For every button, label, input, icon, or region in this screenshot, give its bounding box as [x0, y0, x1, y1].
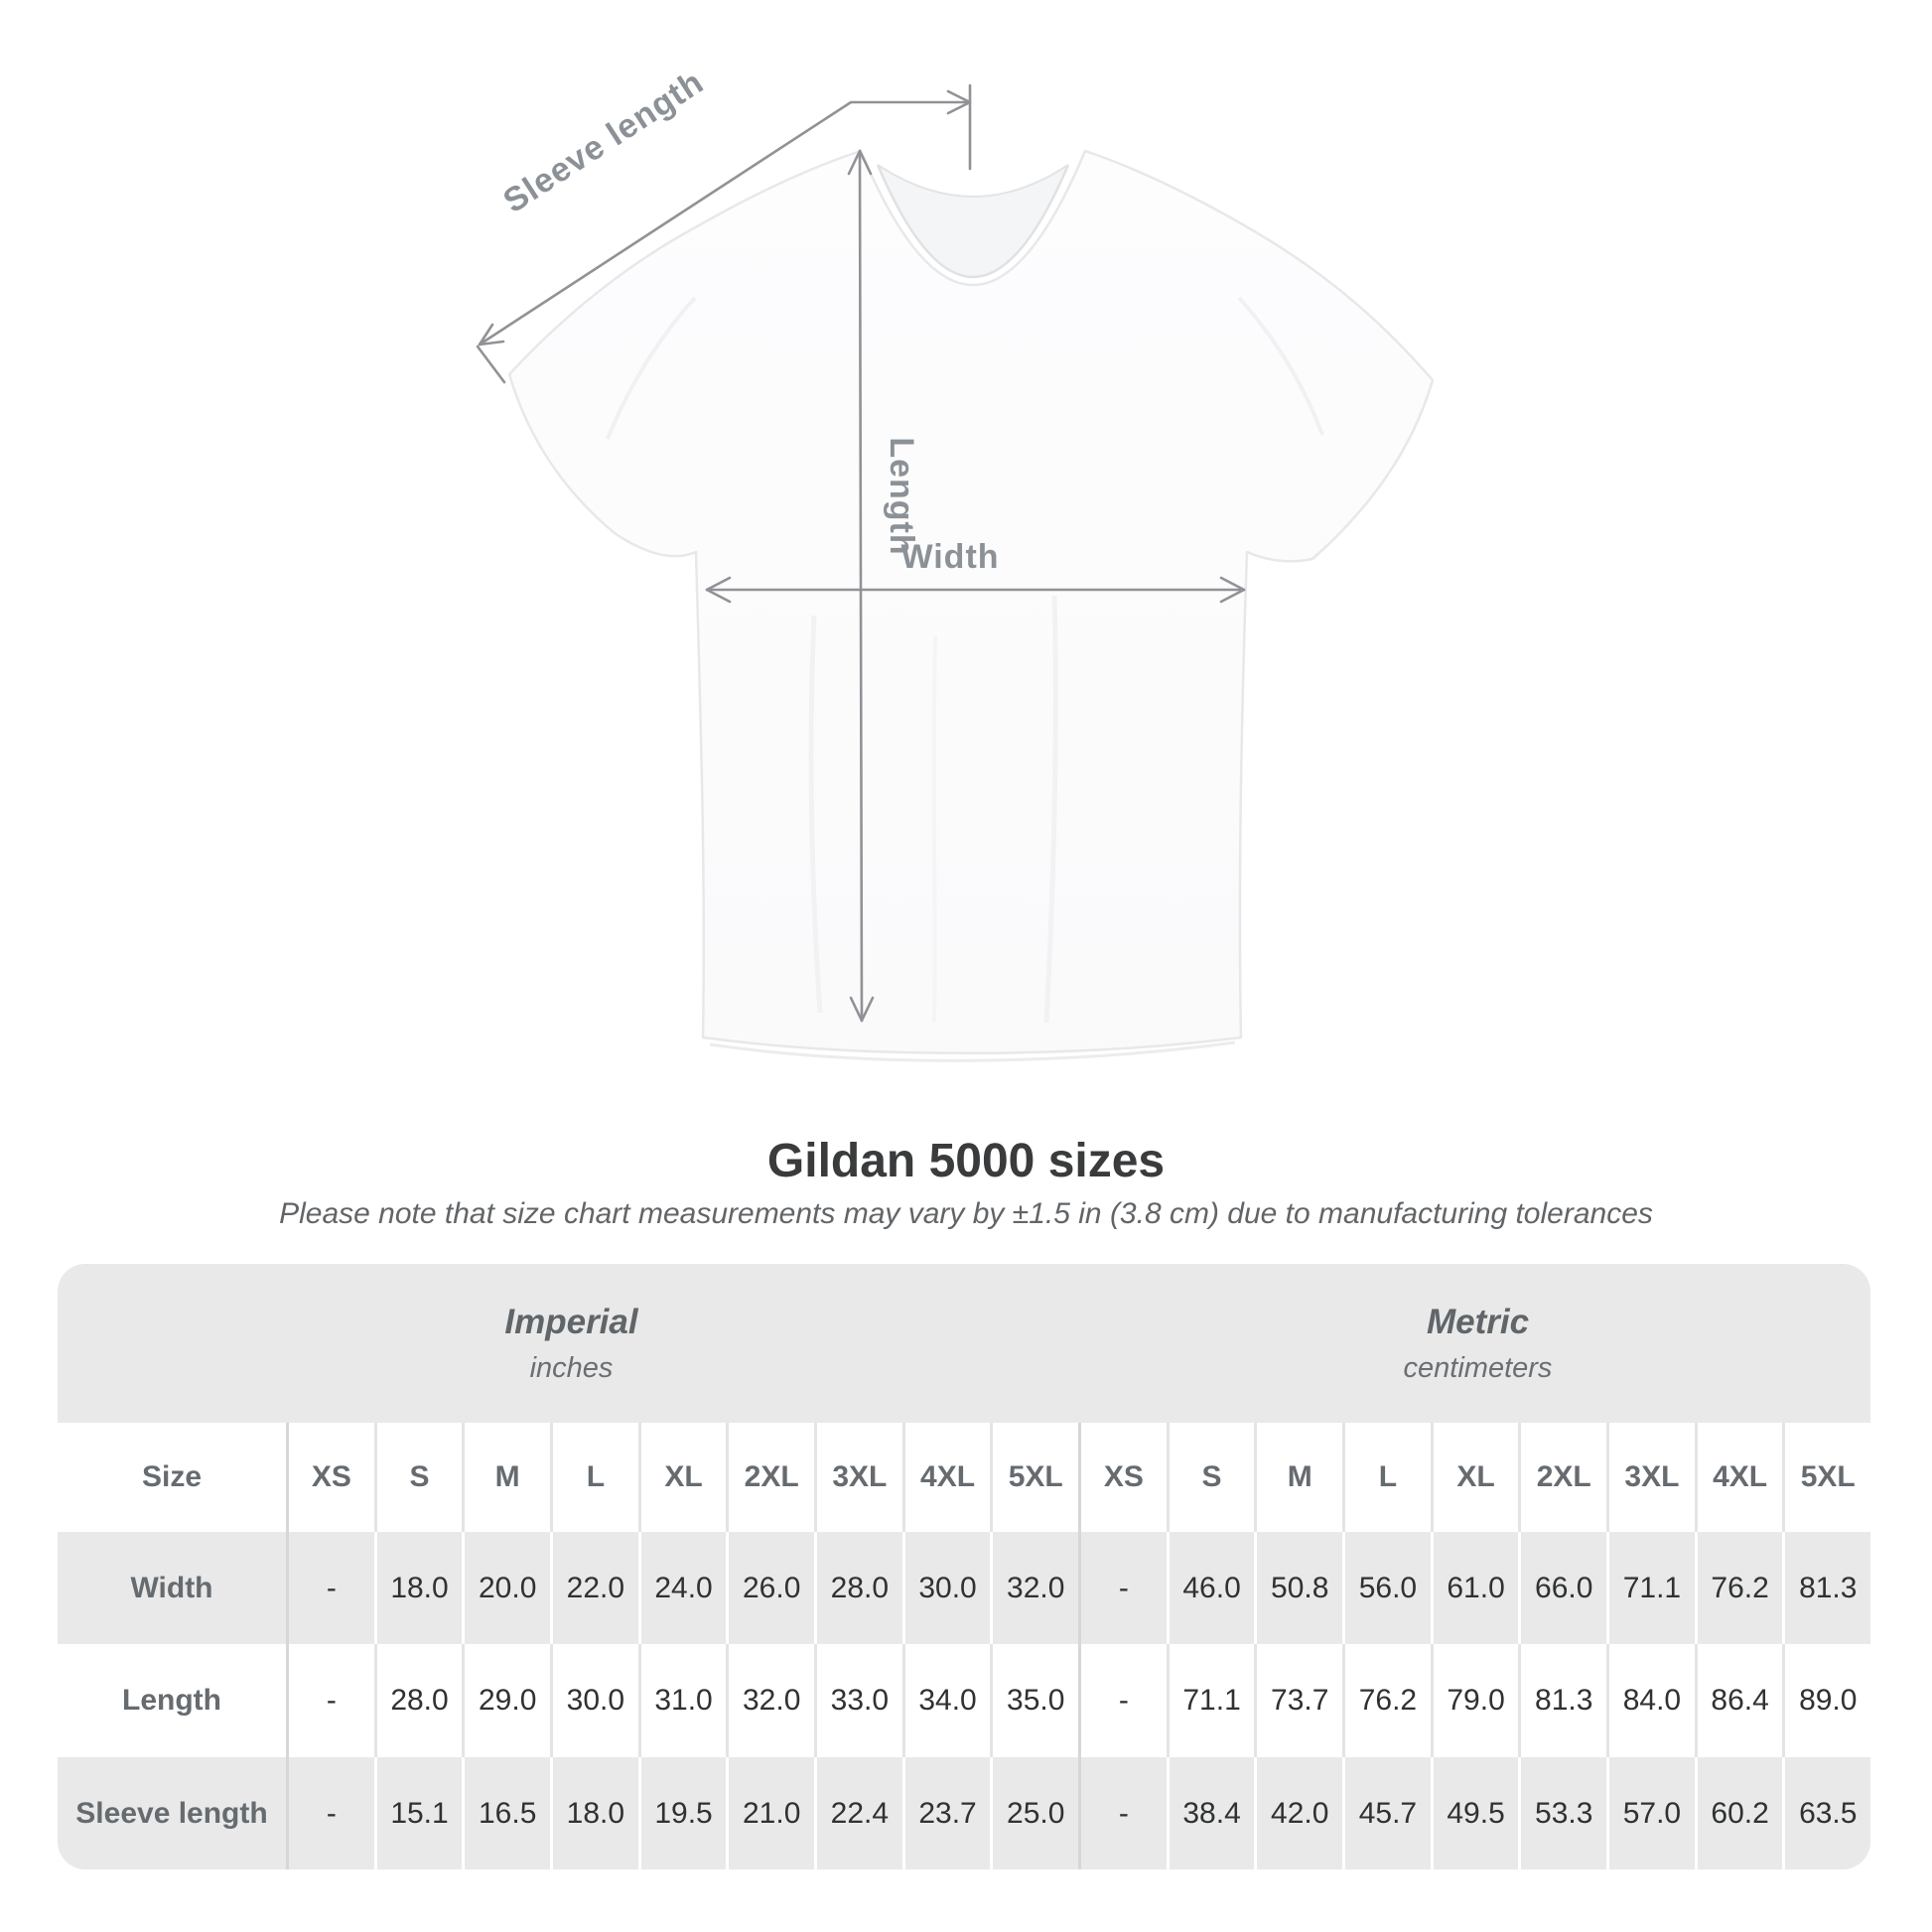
size-header-metric-xs: XS	[1078, 1423, 1167, 1532]
table-cell: 79.0	[1430, 1644, 1519, 1757]
imperial-title: Imperial	[504, 1302, 638, 1341]
width-measure: Width	[705, 538, 1246, 604]
table-cell: 86.4	[1694, 1644, 1783, 1757]
size-header-metric-5xl: 5XL	[1782, 1423, 1870, 1532]
size-header-imperial-4xl: 4XL	[901, 1423, 991, 1532]
table-cell: -	[1078, 1644, 1167, 1757]
table-cell: 71.1	[1606, 1532, 1695, 1644]
metric-unit: centimeters	[1403, 1351, 1553, 1384]
table-cell: 45.7	[1342, 1757, 1431, 1869]
table-cell: 28.0	[814, 1532, 902, 1644]
size-header-metric-3xl: 3XL	[1606, 1423, 1695, 1532]
length-measure: Length	[847, 149, 920, 1023]
table-cell: -	[286, 1757, 374, 1869]
tshirt-measurement-diagram: Sleeve length Length Width	[476, 63, 1435, 1062]
table-cell: 71.1	[1166, 1644, 1255, 1757]
table-cell: 60.2	[1694, 1757, 1783, 1869]
size-header-imperial-l: L	[550, 1423, 638, 1532]
table-cell: 34.0	[901, 1644, 991, 1757]
table-cell: 89.0	[1782, 1644, 1870, 1757]
size-header-metric-xl: XL	[1430, 1423, 1519, 1532]
table-cell: 61.0	[1430, 1532, 1519, 1644]
table-cell: 30.0	[550, 1644, 638, 1757]
table-cell: 21.0	[726, 1757, 814, 1869]
table-cell: 66.0	[1518, 1532, 1606, 1644]
table-cell: -	[286, 1532, 374, 1644]
table-cell: 57.0	[1606, 1757, 1695, 1869]
table-cell: 28.0	[373, 1644, 463, 1757]
sleeve-end-tick	[476, 345, 506, 384]
table-cell: 32.0	[726, 1644, 814, 1757]
tshirt-image	[507, 149, 1435, 1062]
table-cell: 81.3	[1782, 1532, 1870, 1644]
size-header-imperial-2xl: 2XL	[726, 1423, 814, 1532]
table-cell: -	[1078, 1757, 1167, 1869]
table-cell: 31.0	[637, 1644, 727, 1757]
row-header: Length	[122, 1684, 221, 1717]
table-cell: 56.0	[1342, 1532, 1431, 1644]
imperial-group-header: Imperial inches	[58, 1264, 1085, 1423]
table-cell: 35.0	[990, 1644, 1078, 1757]
table-header-row: Size XS S M L XL 2XL 3XL 4XL 5XL XS S M L XL 2XL 3XL 4XL 5…	[58, 1423, 1870, 1532]
table-row-width: Width -18.0 20.0 22.0 24.0 26.0 28.0 30.0 32.0-4…	[58, 1532, 1870, 1644]
unit-band: Imperial inches Metric centimeters	[58, 1264, 1870, 1423]
size-header-metric-4xl: 4XL	[1694, 1423, 1783, 1532]
table-cell: 42.0	[1254, 1757, 1342, 1869]
table-cell: 23.7	[901, 1757, 991, 1869]
table-cell: 49.5	[1430, 1757, 1519, 1869]
table-cell: 63.5	[1782, 1757, 1870, 1869]
table-cell: 30.0	[901, 1532, 991, 1644]
table-cell: 19.5	[637, 1757, 727, 1869]
tolerance-note: Please note that size chart measurements…	[279, 1197, 1653, 1230]
row-header: Sleeve length	[75, 1796, 268, 1830]
size-header-imperial-3xl: 3XL	[814, 1423, 902, 1532]
page-title: Gildan 5000 sizes	[766, 1135, 1166, 1187]
table-cell: 38.4	[1166, 1757, 1255, 1869]
table-cell: 26.0	[726, 1532, 814, 1644]
size-header-imperial-m: M	[462, 1423, 550, 1532]
table-cell: 50.8	[1254, 1532, 1342, 1644]
table-cell: 81.3	[1518, 1644, 1606, 1757]
length-label: Length	[883, 437, 920, 555]
imperial-unit: inches	[529, 1351, 614, 1384]
size-header-imperial-xs: XS	[286, 1423, 374, 1532]
sleeve-length-label: Sleeve length	[496, 63, 710, 220]
metric-title: Metric	[1426, 1302, 1530, 1341]
size-header-imperial-s: S	[373, 1423, 463, 1532]
size-header-metric-l: L	[1342, 1423, 1431, 1532]
size-header-imperial-xl: XL	[637, 1423, 727, 1532]
size-header-metric-s: S	[1166, 1423, 1255, 1532]
table-cell: 76.2	[1694, 1532, 1783, 1644]
table-cell: 33.0	[814, 1644, 902, 1757]
width-label: Width	[900, 538, 999, 576]
table-cell: 46.0	[1166, 1532, 1255, 1644]
table-cell: 20.0	[462, 1532, 550, 1644]
table-row-length: Length -28.0 29.0 30.0 31.0 32.0 33.0 34.0 35.0-…	[58, 1644, 1870, 1757]
table-cell: 29.0	[462, 1644, 550, 1757]
table-cell: 22.0	[550, 1532, 638, 1644]
row-header: Width	[130, 1571, 213, 1604]
size-header-metric-2xl: 2XL	[1518, 1423, 1606, 1532]
table-cell: 18.0	[373, 1532, 463, 1644]
table-cell: 76.2	[1342, 1644, 1431, 1757]
table-cell: 84.0	[1606, 1644, 1695, 1757]
table-cell: 73.7	[1254, 1644, 1342, 1757]
size-header-metric-m: M	[1254, 1423, 1342, 1532]
table-cell: 53.3	[1518, 1757, 1606, 1869]
table-cell: 15.1	[373, 1757, 463, 1869]
table-cell: 25.0	[990, 1757, 1078, 1869]
metric-group-header: Metric centimeters	[1085, 1264, 1870, 1423]
table-row-sleeve-length: Sleeve length -15.1 16.5 18.0 19.5 21.0 22.4 23…	[58, 1757, 1870, 1869]
table-cell: -	[1078, 1532, 1167, 1644]
table-cell: -	[286, 1644, 374, 1757]
table-cell: 22.4	[814, 1757, 902, 1869]
size-column-header: Size	[141, 1460, 203, 1493]
table-cell: 32.0	[990, 1532, 1078, 1644]
size-table: Imperial inches Metric centimeters Size X…	[58, 1264, 1870, 1869]
table-cell: 24.0	[637, 1532, 727, 1644]
size-header-imperial-5xl: 5XL	[990, 1423, 1078, 1532]
table-cell: 16.5	[462, 1757, 550, 1869]
table-cell: 18.0	[550, 1757, 638, 1869]
